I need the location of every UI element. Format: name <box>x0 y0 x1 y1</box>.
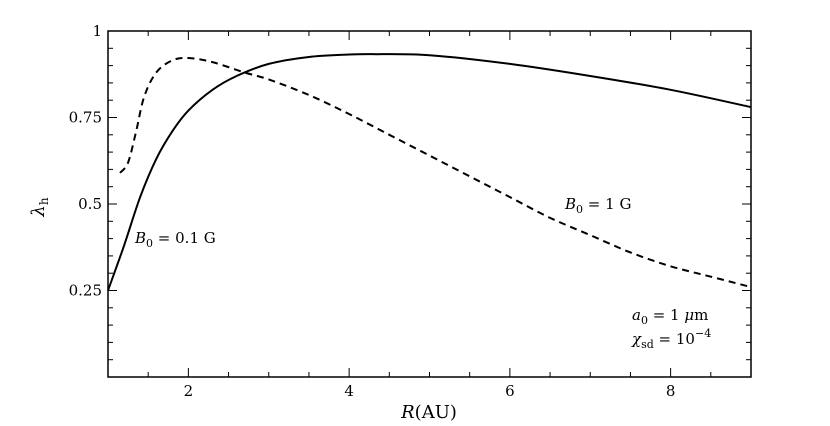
axis-ticks <box>107 30 752 378</box>
plot-frame <box>107 30 752 378</box>
y-tick-label: 0.25 <box>69 282 102 300</box>
annotation-b0-1: B0 = 1 G <box>564 195 631 216</box>
x-tick-label: 4 <box>344 382 354 400</box>
x-tick-label: 2 <box>184 382 194 400</box>
y-tick-label: 0.75 <box>69 109 102 127</box>
annotation-chi: χsd = 10−4 <box>631 327 711 351</box>
annotation-b0-0.1: B0 = 0.1 G <box>134 229 216 250</box>
y-tick-label: 1 <box>92 22 102 40</box>
series-layer <box>107 53 752 291</box>
series-line-b0-1g <box>119 56 752 289</box>
annotation-a0: a0 = 1 μm <box>632 306 708 327</box>
series-line-b0-0.1g <box>107 53 752 291</box>
tick-labels: 2 4 6 8 0.25 0.5 0.75 1 <box>69 22 676 400</box>
y-axis-label: λh <box>28 197 51 217</box>
x-axis-label: R(AU) <box>400 402 457 423</box>
y-tick-label: 0.5 <box>78 195 102 213</box>
x-tick-label: 8 <box>666 382 676 400</box>
x-tick-label: 6 <box>505 382 515 400</box>
